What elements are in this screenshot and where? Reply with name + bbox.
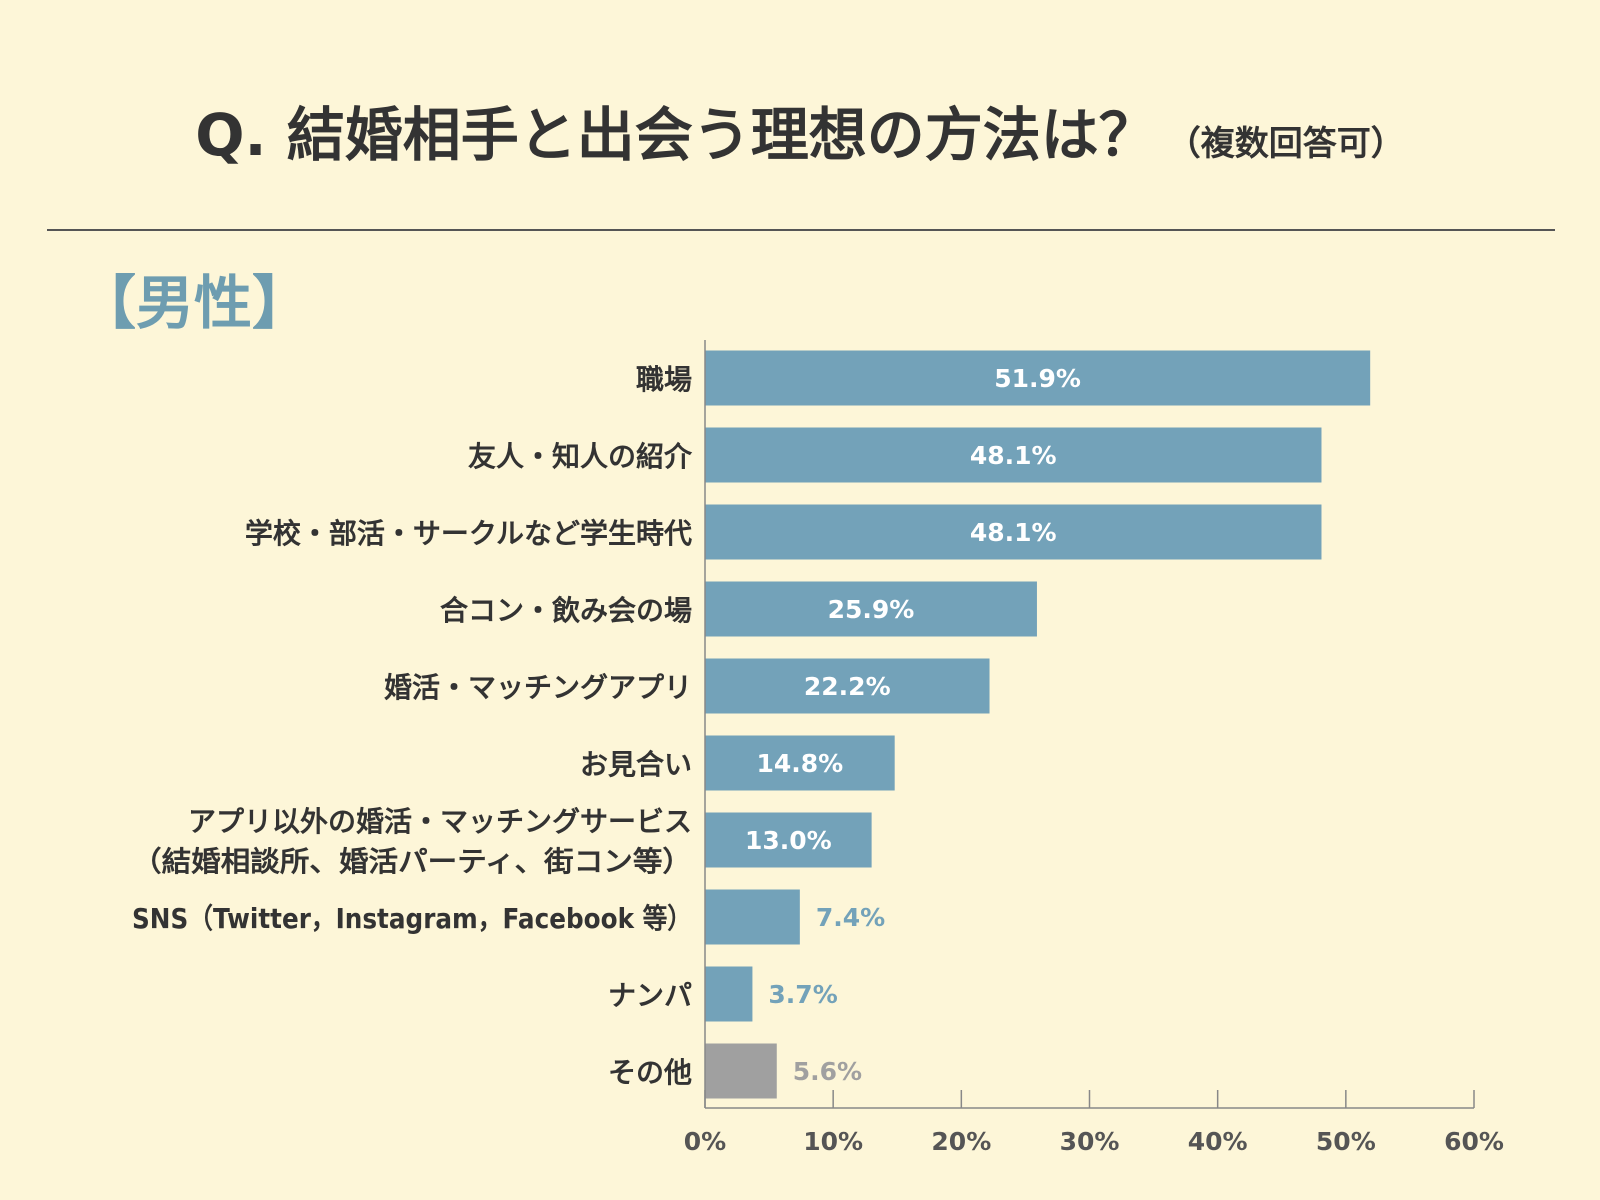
x-tick-label-6: 60% bbox=[1444, 1127, 1504, 1156]
category-label-9: その他 bbox=[608, 1056, 692, 1089]
category-label-7: SNS（Twitter，Instagram，Facebook 等） bbox=[132, 902, 692, 935]
x-tick-label-4: 40% bbox=[1188, 1127, 1248, 1156]
bar-8 bbox=[705, 966, 753, 1022]
category-label-6-line-0: アプリ以外の婚活・マッチングサービス bbox=[188, 805, 692, 838]
category-label-6-line-1: （結婚相談所、婚活パーティ、街コン等） bbox=[132, 845, 692, 878]
bar-7 bbox=[705, 889, 800, 945]
x-tick-label-0: 0% bbox=[684, 1127, 726, 1156]
section-label: 【男性】 bbox=[78, 269, 311, 337]
bar-9 bbox=[705, 1043, 777, 1099]
x-tick-label-3: 30% bbox=[1060, 1127, 1120, 1156]
bar-0 bbox=[705, 350, 1371, 406]
bar-4 bbox=[705, 658, 990, 714]
category-label-1: 友人・知人の紹介 bbox=[468, 440, 693, 473]
category-label-8: ナンパ bbox=[608, 979, 692, 1012]
category-label-2: 学校・部活・サークルなど学生時代 bbox=[245, 517, 692, 550]
bar-6 bbox=[705, 812, 872, 868]
bar-1 bbox=[705, 427, 1322, 483]
value-label-0: 51.9% bbox=[994, 364, 1081, 393]
category-label-0: 職場 bbox=[636, 363, 692, 396]
value-label-7: 7.4% bbox=[816, 903, 885, 932]
value-label-5: 14.8% bbox=[756, 749, 843, 778]
value-label-2: 48.1% bbox=[970, 518, 1057, 547]
value-label-3: 25.9% bbox=[828, 595, 915, 624]
bar-3 bbox=[705, 581, 1037, 637]
x-tick-label-5: 50% bbox=[1316, 1127, 1376, 1156]
value-label-9: 5.6% bbox=[793, 1057, 862, 1086]
title-sub: （複数回答可） bbox=[1166, 124, 1405, 164]
category-label-4: 婚活・マッチングアプリ bbox=[384, 671, 692, 704]
value-label-4: 22.2% bbox=[804, 672, 891, 701]
title-divider bbox=[47, 229, 1555, 231]
value-label-1: 48.1% bbox=[970, 441, 1057, 470]
category-label-3: 合コン・飲み会の場 bbox=[440, 594, 692, 627]
bar-5 bbox=[705, 735, 895, 791]
x-tick-label-1: 10% bbox=[803, 1127, 863, 1156]
value-label-8: 3.7% bbox=[768, 980, 837, 1009]
value-label-6: 13.0% bbox=[745, 826, 832, 855]
x-tick-label-2: 20% bbox=[931, 1127, 991, 1156]
chart-title: Q. 結婚相手と出会う理想の方法は？ （複数回答可） bbox=[0, 88, 1600, 172]
bar-2 bbox=[705, 504, 1322, 560]
category-label-5: お見合い bbox=[580, 748, 692, 781]
title-main: Q. 結婚相手と出会う理想の方法は？ bbox=[195, 101, 1157, 169]
